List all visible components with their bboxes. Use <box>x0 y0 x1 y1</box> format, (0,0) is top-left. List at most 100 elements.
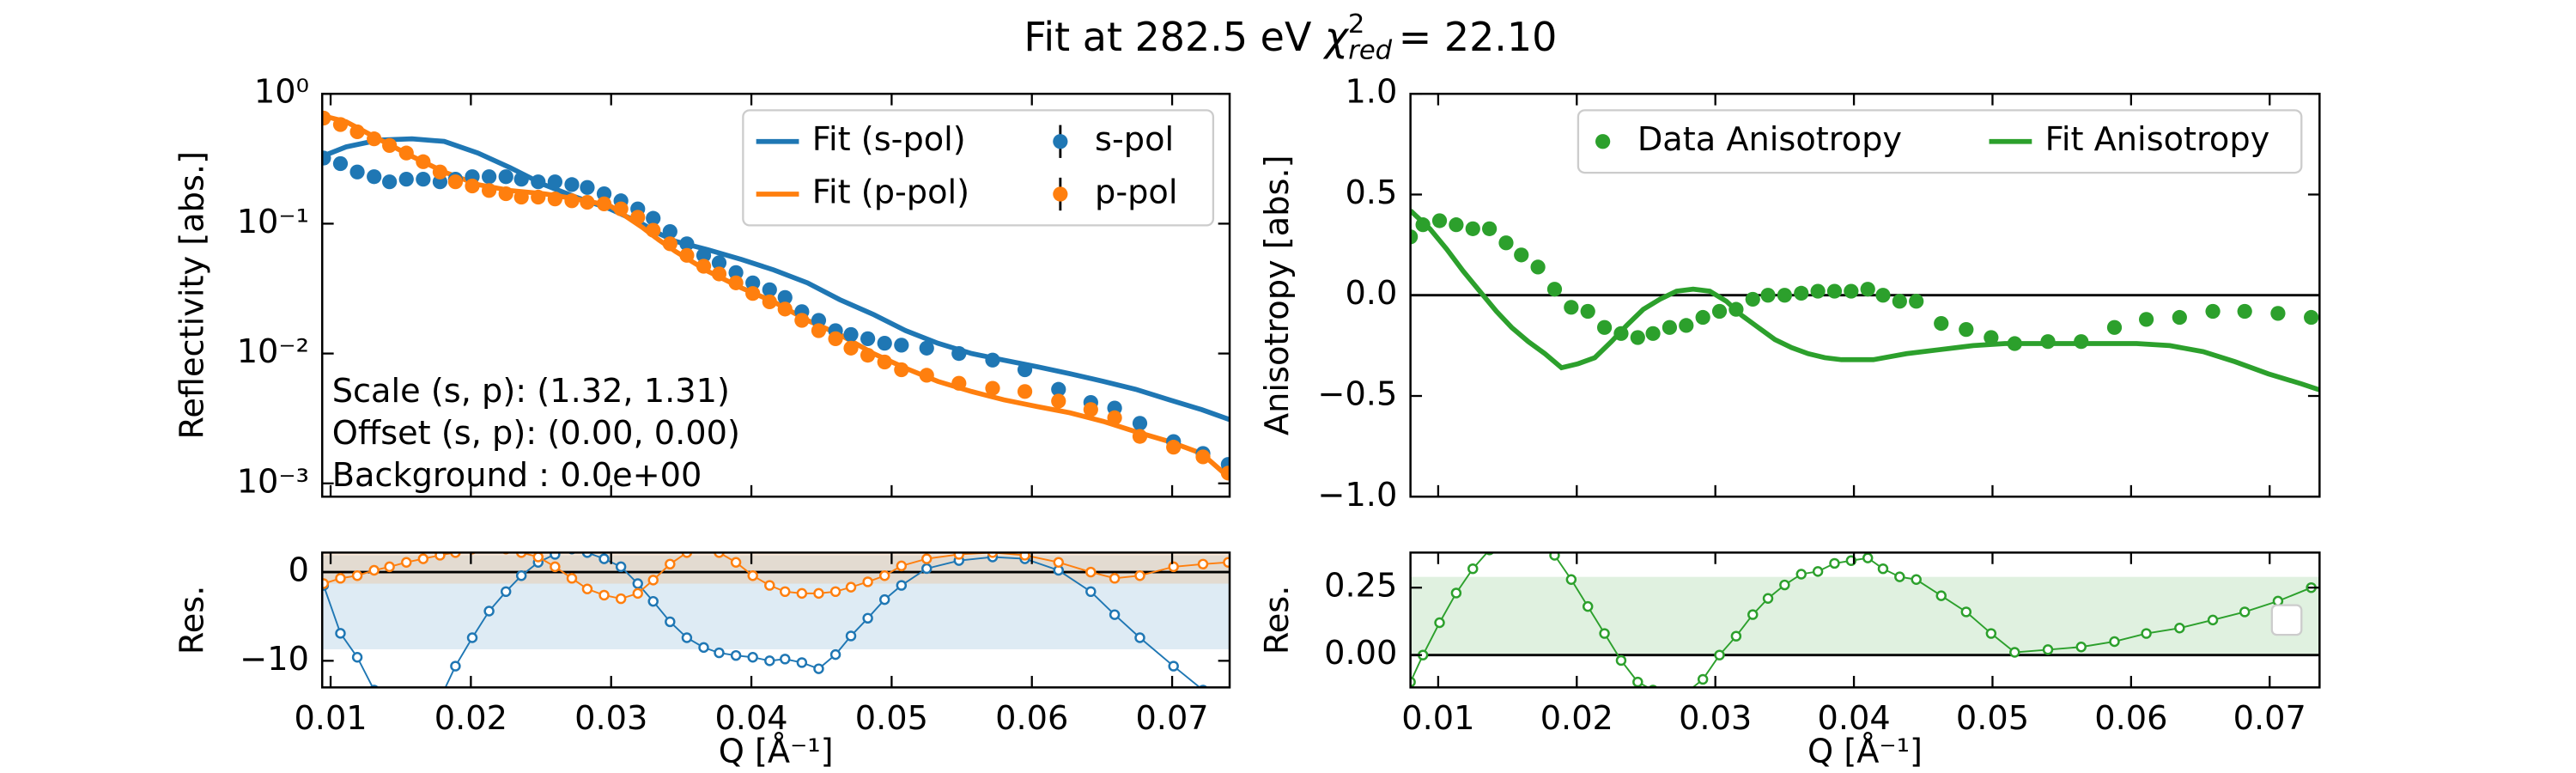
data-point <box>596 196 612 212</box>
data-point <box>367 131 382 147</box>
data-point <box>1580 303 1595 320</box>
data-point <box>322 150 331 166</box>
data-point <box>1984 330 1999 345</box>
data-point <box>398 172 414 187</box>
title-value: = 22.10 <box>1399 14 1558 60</box>
residual-point <box>921 563 933 575</box>
residual-point <box>434 552 446 561</box>
data-point <box>382 137 398 154</box>
plot-area <box>322 552 1230 688</box>
residual-point <box>532 552 544 563</box>
annotation: Background : 0.0e+00 <box>332 456 702 495</box>
residual-point <box>1223 557 1230 568</box>
data-point <box>877 354 892 370</box>
data-point <box>630 210 646 225</box>
residual-point <box>1450 587 1462 599</box>
residual-point <box>829 648 841 660</box>
legend-box <box>742 109 1215 227</box>
residual-point <box>1632 676 1643 688</box>
x-tick-label: 0.02 <box>434 699 507 738</box>
legend-label: s-pol <box>1095 120 1174 159</box>
data-point <box>564 177 580 192</box>
residual-point <box>515 569 527 581</box>
legend-label: Fit (p-pol) <box>812 173 969 212</box>
residual-point <box>1615 654 1627 666</box>
data-point <box>1195 449 1211 465</box>
residual-point <box>322 578 330 589</box>
residual-point <box>1730 630 1742 642</box>
data-point <box>745 286 761 301</box>
empty-legend <box>2270 604 2303 636</box>
residual-point <box>796 587 808 600</box>
residual-point <box>1134 632 1145 643</box>
residual-point <box>862 612 873 624</box>
data-point <box>1810 283 1826 299</box>
legend-marker <box>1595 134 1611 149</box>
y-tick-label: 10⁰ <box>254 73 309 112</box>
residual-point <box>401 557 412 568</box>
data-point <box>416 154 431 169</box>
residual-point <box>879 593 890 606</box>
residual-point <box>829 586 841 598</box>
data-point <box>1514 247 1529 263</box>
y-axis-label: Res. <box>173 586 211 655</box>
residual-point <box>450 660 461 672</box>
data-point <box>1826 283 1843 299</box>
residual-point <box>598 589 610 601</box>
data-point <box>416 172 431 187</box>
residual-point <box>368 564 380 576</box>
residual-point <box>615 561 627 573</box>
residual-point <box>1168 660 1179 672</box>
data-point <box>1107 410 1122 426</box>
data-point <box>613 201 629 216</box>
residual-point <box>1197 558 1209 570</box>
y-axis-label: Res. <box>1258 586 1297 655</box>
residual-point <box>550 552 561 560</box>
x-tick-label: 0.06 <box>2094 699 2167 738</box>
y-axis-label: Anisotropy [abs.] <box>1258 155 1297 435</box>
data-point <box>349 124 365 140</box>
residual-point <box>921 553 933 564</box>
residual-point <box>1877 563 1889 575</box>
data-point <box>843 340 859 356</box>
y-tick-label: 0.00 <box>1324 634 1397 673</box>
y-tick-label: 0 <box>289 551 309 590</box>
data-point <box>646 222 661 238</box>
data-point <box>332 117 349 132</box>
data-point <box>1630 330 1645 345</box>
residual-point <box>764 655 775 666</box>
residual-point <box>566 573 578 584</box>
data-point <box>1482 221 1498 236</box>
data-point <box>662 236 677 252</box>
residual-point <box>1762 593 1774 604</box>
residual-point <box>1434 617 1445 629</box>
residual-point <box>953 552 965 560</box>
data-point <box>696 259 712 274</box>
residual-point <box>879 569 890 581</box>
axes-frame <box>1409 551 2321 689</box>
residual-point <box>581 583 593 594</box>
residual-point <box>681 632 693 643</box>
residual-point <box>665 558 676 570</box>
data-point <box>1892 294 1907 309</box>
residual-point <box>335 573 346 584</box>
data-point <box>1777 288 1792 303</box>
data-point <box>1546 282 1563 297</box>
data-point <box>481 183 497 198</box>
x-tick-label: 0.03 <box>1679 699 1752 738</box>
legend-marker <box>1053 186 1068 202</box>
data-point <box>894 338 909 353</box>
residual-point <box>1549 552 1560 561</box>
data-point <box>1166 440 1182 455</box>
data-point <box>1760 288 1776 303</box>
residual-point <box>2009 647 2020 658</box>
residual-point <box>647 575 659 586</box>
data-point <box>432 164 448 180</box>
residual-point <box>698 642 709 654</box>
data-point <box>811 313 827 328</box>
data-point <box>2270 306 2286 321</box>
data-point <box>2205 303 2221 320</box>
data-point <box>2304 309 2319 326</box>
data-point <box>1431 213 1448 228</box>
